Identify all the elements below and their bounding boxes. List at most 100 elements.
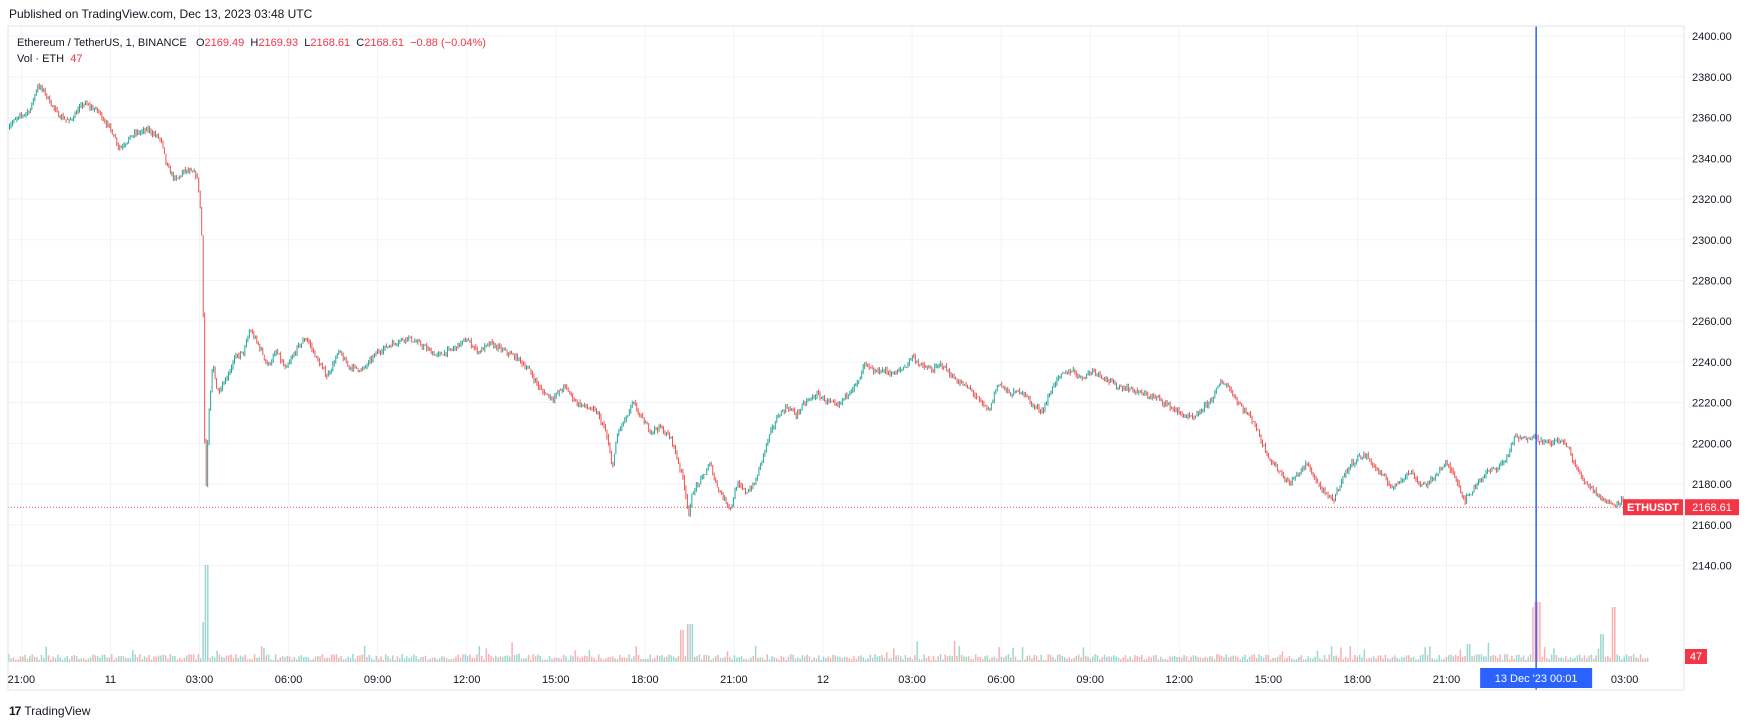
volume-bar [485, 648, 488, 662]
volume-bar [373, 659, 375, 662]
volume-bar [853, 656, 855, 662]
volume-bar [89, 657, 92, 662]
volume-bar [207, 565, 209, 662]
volume-bar [782, 657, 785, 662]
volume-bar [345, 659, 347, 662]
legend-open-label: O [195, 37, 205, 49]
volume-bar [1490, 656, 1492, 662]
volume-bar [672, 656, 675, 662]
volume-bar [808, 656, 811, 662]
volume-bar [125, 657, 127, 662]
volume-bar [752, 655, 755, 662]
volume-bar [1431, 658, 1433, 662]
volume-bar [665, 656, 668, 662]
tradingview-brand[interactable]: 17 TradingView [9, 704, 90, 718]
volume-bar [1173, 655, 1176, 662]
volume-bar [1251, 654, 1253, 662]
volume-bar [1494, 655, 1497, 662]
volume-bar [73, 654, 76, 662]
volume-bar [525, 658, 527, 662]
volume-bar [555, 657, 558, 662]
volume-bar [1464, 655, 1466, 662]
volume-bar [654, 657, 656, 662]
volume-bar [12, 657, 15, 662]
volume-bar [155, 656, 157, 662]
volume-bar [1227, 657, 1230, 662]
volume-bar [527, 654, 530, 662]
volume-bar [925, 658, 928, 662]
volume-bar [506, 655, 509, 662]
volume-bar [1368, 658, 1370, 662]
volume-bar [1124, 655, 1127, 662]
volume-bar [1550, 654, 1553, 662]
volume-bar [1482, 656, 1485, 662]
volume-bar [190, 654, 193, 662]
volume-bar [1623, 656, 1625, 662]
volume-bar [204, 565, 207, 662]
volume-bar [1529, 654, 1532, 662]
volume-bar [1216, 654, 1218, 662]
volume-bar [403, 658, 406, 662]
volume-bar [1021, 647, 1024, 662]
volume-bar [199, 658, 202, 662]
volume-bar [352, 654, 354, 662]
volume-bar [490, 655, 492, 662]
x-tick-label: 09:00 [1076, 674, 1104, 686]
volume-bar [1358, 654, 1361, 662]
volume-bar [1120, 659, 1122, 662]
legend-volume-row: Vol · ETH 47 [17, 51, 486, 67]
volume-bar [1056, 654, 1059, 662]
volume-bar [1342, 659, 1345, 662]
volume-bar [1108, 656, 1110, 662]
volume-bar [1578, 654, 1581, 662]
volume-bar [216, 650, 218, 662]
volume-bar [188, 654, 190, 662]
volume-bar [459, 657, 462, 662]
volume-bar [1452, 656, 1455, 662]
volume-bar [1248, 656, 1251, 662]
y-tick-label: 2240.00 [1692, 357, 1732, 369]
volume-bar [57, 654, 59, 662]
volume-bar [218, 654, 221, 662]
volume-bar [890, 657, 893, 662]
volume-bar [251, 659, 253, 662]
volume-bar [1590, 654, 1593, 662]
volume-bar [1560, 657, 1562, 662]
volume-bar [312, 659, 314, 662]
volume-bar [773, 657, 776, 662]
volume-bar [1382, 658, 1384, 662]
volume-bar [1632, 654, 1635, 662]
volume-bar [256, 657, 258, 662]
volume-bar [464, 654, 467, 662]
volume-bar [396, 656, 399, 662]
volume-bar [1052, 656, 1054, 662]
candles [7, 83, 1648, 517]
volume-bar [1234, 655, 1237, 662]
volume-bar [637, 654, 640, 662]
volume-bar [771, 656, 773, 662]
volume-bar [1291, 658, 1293, 662]
volume-bar [558, 657, 560, 662]
volume-bar [347, 656, 349, 662]
volume-bar [1511, 655, 1513, 662]
volume-bar [1471, 656, 1473, 662]
volume-bar [644, 658, 647, 662]
volume-bar [1543, 647, 1546, 662]
volume-bar [342, 659, 345, 662]
volume-tag-label: 47 [1690, 651, 1702, 663]
volume-bar [647, 658, 649, 662]
volume-bar [300, 655, 303, 662]
volume-bar [441, 656, 443, 662]
volume-bar [1600, 634, 1602, 662]
volume-bar [754, 645, 757, 662]
legend-volume-label[interactable]: Vol · ETH [17, 53, 65, 65]
volume-bar [141, 659, 143, 662]
volume-bar [417, 659, 420, 662]
volume-bar [174, 655, 176, 662]
volume-bar [1209, 656, 1211, 662]
y-tick-label: 2300.00 [1692, 235, 1732, 247]
legend-symbol[interactable]: Ethereum / TetherUS, 1, BINANCE [17, 37, 187, 49]
volume-bar [764, 659, 766, 662]
volume-bar [871, 657, 874, 662]
